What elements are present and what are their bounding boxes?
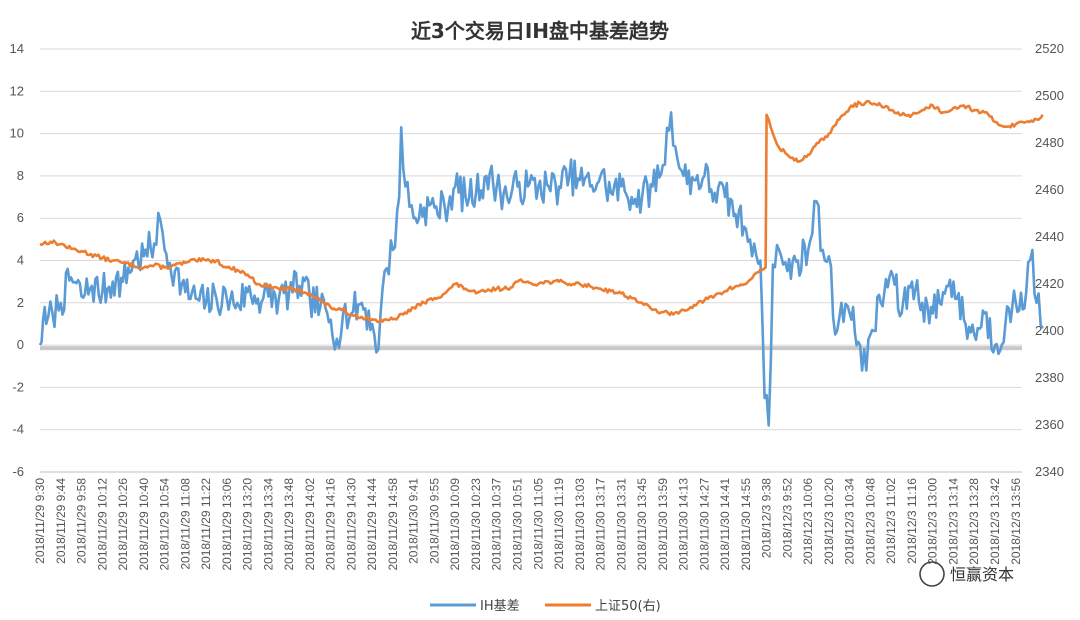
x-tick-label: 2018/11/29 11:08 bbox=[178, 478, 192, 570]
chart-title: 近3个交易日IH盘中基差趋势 bbox=[411, 19, 669, 43]
series-sz50-line bbox=[39, 99, 1044, 324]
y-left-tick-label: 8 bbox=[17, 168, 24, 183]
x-tick-label: 2018/11/30 13:03 bbox=[573, 478, 587, 571]
x-tick-label: 2018/11/30 10:51 bbox=[511, 478, 525, 571]
x-tick-label: 2018/11/29 9:58 bbox=[75, 478, 89, 564]
x-axis: 2018/11/29 9:30 2018/11/29 9:44 2018/11/29… bbox=[33, 471, 1023, 571]
y-right-tick-label: 2360 bbox=[1035, 417, 1064, 432]
x-tick-label: 2018/12/3 13:56 bbox=[1009, 478, 1023, 565]
x-tick-label: 2018/11/29 13:06 bbox=[220, 478, 234, 571]
x-tick-label: 2018/11/30 9:55 bbox=[427, 478, 441, 564]
y-right-tick-label: 2480 bbox=[1035, 135, 1064, 150]
y-right-tick-label: 2460 bbox=[1035, 182, 1064, 197]
x-tick-label: 2018/12/3 10:20 bbox=[822, 478, 836, 565]
x-tick-label: 2018/11/29 10:26 bbox=[116, 478, 130, 571]
y-left-tick-label: 10 bbox=[10, 126, 24, 141]
y-left-tick-label: -4 bbox=[12, 422, 24, 437]
x-tick-label: 2018/12/3 10:48 bbox=[863, 478, 877, 565]
x-tick-label: 2018/11/29 13:34 bbox=[261, 478, 275, 571]
x-tick-label: 2018/12/3 11:02 bbox=[884, 478, 898, 564]
x-tick-label: 2018/11/30 9:41 bbox=[407, 478, 421, 564]
series-lines bbox=[38, 99, 1044, 427]
y-axis-right: 2340 2360 2380 2400 2420 2440 2460 2480 2500 2520 bbox=[1035, 41, 1064, 479]
watermark: 恒赢资本 bbox=[919, 561, 1014, 587]
y-left-tick-label: 4 bbox=[17, 253, 24, 268]
x-tick-label: 2018/11/30 14:55 bbox=[739, 478, 753, 571]
y-right-tick-label: 2500 bbox=[1035, 88, 1064, 103]
legend-sz50-label: 上证50(右) bbox=[595, 599, 661, 614]
legend-ih-label: IH基差 bbox=[480, 599, 520, 614]
x-tick-label: 2018/11/29 14:16 bbox=[324, 478, 338, 571]
x-tick-label: 2018/11/29 9:30 bbox=[33, 478, 47, 564]
x-tick-label: 2018/11/30 13:45 bbox=[635, 478, 649, 571]
x-tick-label: 2018/11/30 10:37 bbox=[490, 478, 504, 571]
x-tick-label: 2018/12/3 10:06 bbox=[801, 478, 815, 565]
x-tick-label: 2018/11/30 13:59 bbox=[656, 478, 670, 571]
x-tick-label: 2018/11/29 9:44 bbox=[54, 478, 68, 564]
x-tick-label: 2018/11/29 11:22 bbox=[199, 478, 213, 570]
y-left-tick-label: 2 bbox=[17, 295, 24, 310]
x-tick-label: 2018/12/3 11:16 bbox=[905, 478, 919, 564]
y-left-tick-label: 6 bbox=[17, 210, 24, 225]
y-right-tick-label: 2520 bbox=[1035, 41, 1064, 56]
y-right-tick-label: 2400 bbox=[1035, 323, 1064, 338]
x-tick-label: 2018/11/30 14:13 bbox=[677, 478, 691, 571]
x-tick-label: 2018/12/3 13:14 bbox=[946, 478, 960, 565]
x-tick-label: 2018/11/30 10:09 bbox=[448, 478, 462, 571]
legend: IH基差 上证50(右) bbox=[430, 599, 661, 614]
series-ih-basis-line bbox=[38, 111, 1044, 427]
x-tick-label: 2018/12/3 9:38 bbox=[760, 478, 774, 558]
x-tick-label: 2018/11/29 14:44 bbox=[365, 478, 379, 571]
x-tick-label: 2018/11/29 10:54 bbox=[158, 478, 172, 571]
x-tick-label: 2018/11/30 10:23 bbox=[469, 478, 483, 571]
x-tick-label: 2018/11/29 14:30 bbox=[344, 478, 358, 571]
grid-lines bbox=[40, 48, 1022, 473]
y-left-tick-label: 14 bbox=[10, 41, 24, 56]
watermark-text: 恒赢资本 bbox=[950, 565, 1014, 584]
y-left-tick-label: -6 bbox=[12, 464, 24, 479]
y-left-tick-label: 0 bbox=[17, 337, 24, 352]
x-tick-label: 2018/11/30 14:41 bbox=[718, 478, 732, 571]
x-tick-label: 2018/12/3 13:42 bbox=[988, 478, 1002, 565]
y-left-tick-label: -2 bbox=[12, 379, 24, 394]
x-tick-label: 2018/11/29 13:20 bbox=[241, 478, 255, 571]
x-tick-label: 2018/12/3 10:34 bbox=[843, 478, 857, 565]
x-tick-label: 2018/12/3 9:52 bbox=[780, 478, 794, 558]
x-tick-label: 2018/11/30 14:27 bbox=[697, 478, 711, 571]
y-right-tick-label: 2340 bbox=[1035, 464, 1064, 479]
x-tick-label: 2018/11/29 10:12 bbox=[95, 478, 109, 571]
y-right-tick-label: 2420 bbox=[1035, 276, 1064, 291]
x-tick-label: 2018/11/30 11:05 bbox=[531, 478, 545, 570]
y-right-tick-label: 2440 bbox=[1035, 229, 1064, 244]
y-axis-left: -6 -4 -2 0 2 4 6 8 10 12 14 bbox=[10, 41, 24, 479]
wechat-icon bbox=[919, 561, 945, 587]
y-left-tick-label: 12 bbox=[10, 83, 24, 98]
x-tick-label: 2018/11/30 11:19 bbox=[552, 478, 566, 570]
x-tick-label: 2018/11/29 10:40 bbox=[137, 478, 151, 571]
x-tick-label: 2018/11/29 13:48 bbox=[282, 478, 296, 571]
y-right-tick-label: 2380 bbox=[1035, 370, 1064, 385]
x-tick-label: 2018/11/29 14:58 bbox=[386, 478, 400, 571]
x-tick-label: 2018/12/3 13:00 bbox=[926, 478, 940, 565]
x-tick-label: 2018/11/29 14:02 bbox=[303, 478, 317, 571]
x-tick-label: 2018/11/30 13:31 bbox=[614, 478, 628, 571]
x-tick-label: 2018/12/3 13:28 bbox=[967, 478, 981, 565]
x-tick-label: 2018/11/30 13:17 bbox=[594, 478, 608, 571]
